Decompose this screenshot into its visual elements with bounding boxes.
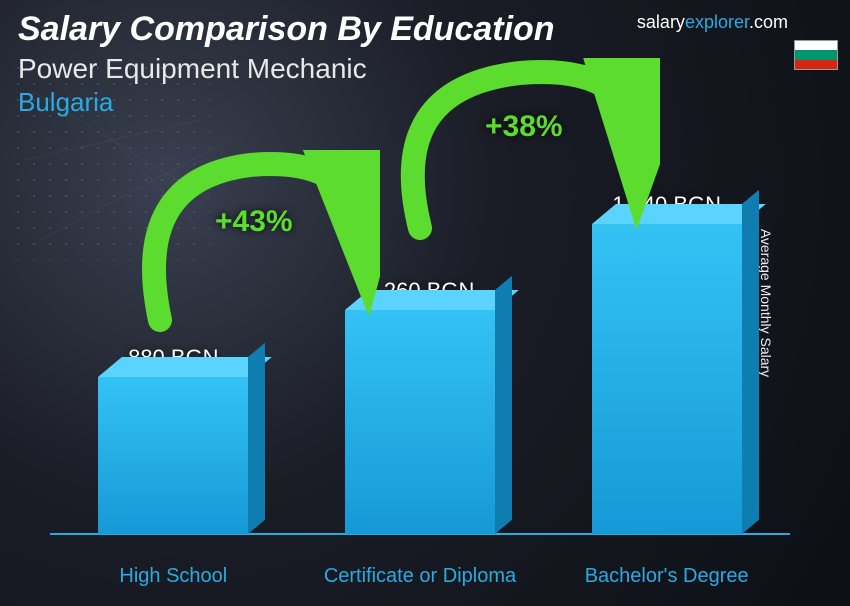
brand-left: salary bbox=[637, 12, 685, 32]
country-flag bbox=[794, 40, 838, 70]
pct-increase-2: +38% bbox=[485, 110, 563, 144]
flag-stripe-white bbox=[795, 41, 837, 50]
flag-stripe-red bbox=[795, 60, 837, 69]
brand-mid: explorer bbox=[685, 12, 749, 32]
page-country: Bulgaria bbox=[18, 87, 555, 118]
bar-0: 880 BGNHigh School bbox=[83, 345, 263, 534]
header: Salary Comparison By Education Power Equ… bbox=[18, 10, 555, 118]
pct-increase-1: +43% bbox=[215, 205, 293, 239]
bar-chart: 880 BGNHigh School 1,260 BGNCertificate o… bbox=[50, 154, 790, 534]
flag-stripe-green bbox=[795, 50, 837, 59]
brand-logo: salaryexplorer.com bbox=[637, 12, 788, 33]
bar-rect-0 bbox=[98, 377, 248, 534]
page-title: Salary Comparison By Education bbox=[18, 10, 555, 49]
bar-rect-2 bbox=[592, 224, 742, 534]
bar-rect-1 bbox=[345, 310, 495, 534]
bar-1: 1,260 BGNCertificate or Diploma bbox=[330, 278, 510, 534]
bar-label-0: High School bbox=[63, 565, 283, 588]
page-subtitle: Power Equipment Mechanic bbox=[18, 53, 555, 85]
bar-label-2: Bachelor's Degree bbox=[557, 565, 777, 588]
brand-right: .com bbox=[749, 12, 788, 32]
bar-label-1: Certificate or Diploma bbox=[310, 565, 530, 588]
bar-2: 1,740 BGNBachelor's Degree bbox=[577, 192, 757, 534]
